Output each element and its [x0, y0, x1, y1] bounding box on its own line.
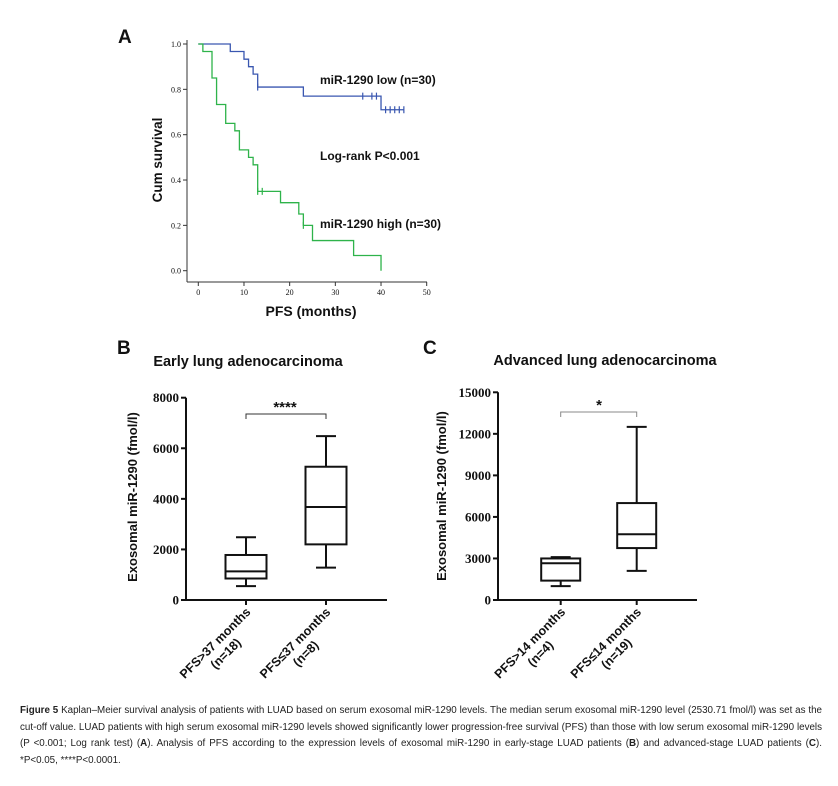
x-category-label: PFS>14 months(n=4) — [492, 605, 568, 681]
x-tick-label: 30 — [331, 288, 339, 297]
logrank-annotation: Log-rank P<0.001 — [320, 149, 420, 163]
figure-caption: Figure 5 Kaplan–Meier survival analysis … — [20, 703, 822, 769]
caption-text: ) and advanced-stage LUAD patients ( — [636, 738, 809, 749]
x-axis-label: PFS (months) — [266, 303, 357, 319]
caption-label: Figure 5 — [20, 705, 59, 716]
figure: A Cum survival PFS (months) miR-1290 low… — [117, 27, 718, 681]
x-tick-label: 0 — [196, 288, 200, 297]
y-tick-label: 0.8 — [171, 85, 181, 94]
iqr-box — [224, 553, 268, 580]
y-tick-label: 8000 — [153, 390, 179, 405]
y-axis-label: Cum survival — [150, 118, 165, 203]
y-tick-label: 4000 — [153, 491, 179, 506]
y-tick-label: 0.0 — [171, 267, 181, 276]
y-tick-label: 1.0 — [171, 40, 181, 49]
caption-ref-a: A — [140, 738, 148, 749]
caption-text: ). Analysis of PFS according to the expr… — [147, 738, 629, 749]
significance-bracket — [560, 411, 638, 417]
y-tick-label: 6000 — [153, 441, 179, 456]
x-tick-label: 50 — [423, 288, 431, 297]
caption-text: Kaplan–Meier survival analysis of patien… — [20, 705, 822, 749]
legend-high: miR-1290 high (n=30) — [320, 217, 441, 231]
caption-ref-c: C — [808, 738, 816, 749]
panel-a-km-plot: A Cum survival PFS (months) miR-1290 low… — [118, 27, 441, 319]
y-tick-label: 6000 — [465, 509, 491, 524]
y-tick-label: 15000 — [459, 385, 492, 400]
iqr-box — [304, 465, 348, 546]
y-tick-label: 0 — [173, 593, 180, 608]
y-tick-label: 0.6 — [171, 131, 181, 140]
y-tick-label: 12000 — [459, 426, 492, 441]
x-tick-label: 10 — [240, 288, 248, 297]
y-tick-label: 0 — [485, 593, 492, 608]
legend-low: miR-1290 low (n=30) — [320, 73, 436, 87]
y-tick-label: 2000 — [153, 542, 179, 557]
x-tick-label: 20 — [286, 288, 294, 297]
panel-b-boxplot: B Early lung adenocarcinoma Exosomal miR… — [117, 338, 387, 681]
panel-b-title: Early lung adenocarcinoma — [153, 354, 343, 370]
y-axis-label: Exosomal miR-1290 (fmol/l) — [125, 412, 140, 582]
iqr-box — [616, 502, 658, 550]
x-category-label: PFS≤14 months(n=19) — [568, 605, 644, 681]
x-category-label: PFS>37 months(n=18) — [177, 605, 253, 681]
panel-c-boxplot: C Advanced lung adenocarcinoma Exosomal … — [423, 338, 718, 681]
km-curve-high — [198, 43, 382, 271]
caption-ref-b: B — [628, 738, 637, 749]
category-name: PFS≤37 months — [257, 605, 333, 681]
caption-text: ). *P<0.05, ****P<0.0001. — [20, 738, 822, 766]
panel-c-title: Advanced lung adenocarcinoma — [493, 353, 717, 369]
x-tick-label: 40 — [377, 288, 385, 297]
category-name: PFS>14 months — [492, 605, 568, 681]
significance-stars: **** — [273, 399, 297, 416]
x-category-label: PFS≤37 months(n=8) — [257, 605, 333, 681]
significance-bracket — [245, 413, 327, 419]
y-axis-label: Exosomal miR-1290 (fmol/l) — [434, 411, 449, 581]
panel-c-letter: C — [423, 338, 437, 359]
panel-b-letter: B — [117, 338, 131, 359]
y-tick-label: 3000 — [465, 551, 491, 566]
iqr-box — [540, 557, 582, 582]
panel-a-letter: A — [118, 27, 132, 48]
y-tick-label: 0.2 — [171, 221, 181, 230]
significance-stars: * — [596, 397, 602, 414]
y-tick-label: 0.4 — [171, 176, 181, 185]
y-tick-label: 9000 — [465, 468, 491, 483]
km-curve-low — [198, 43, 404, 111]
